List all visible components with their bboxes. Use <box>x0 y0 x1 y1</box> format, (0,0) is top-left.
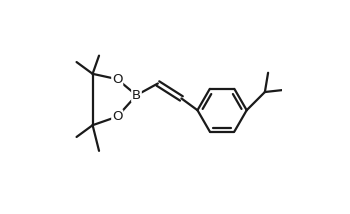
Text: O: O <box>112 110 122 123</box>
Text: O: O <box>112 73 122 86</box>
Text: B: B <box>132 89 141 102</box>
